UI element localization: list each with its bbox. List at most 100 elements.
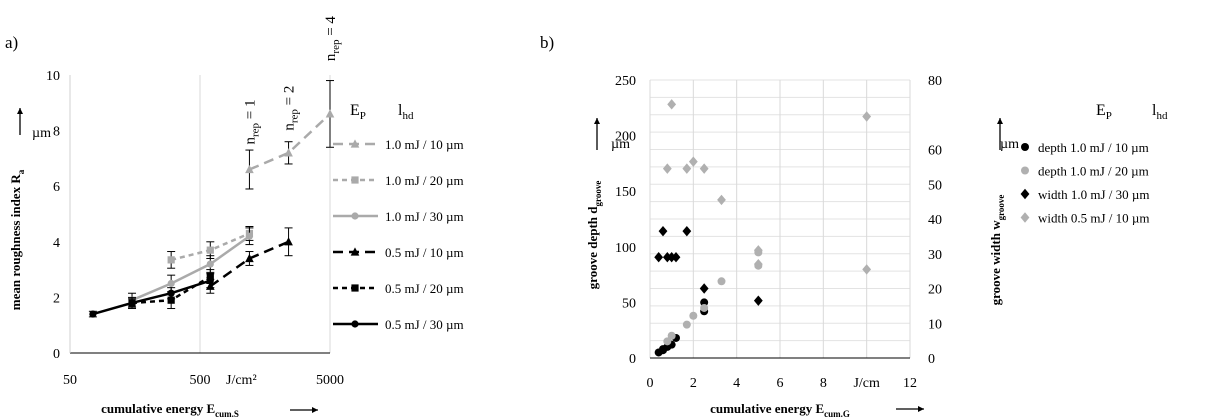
panel-a-xtick-label: 5000 <box>316 373 344 388</box>
panel-b-ylabel-arrow-head <box>594 118 600 124</box>
panel-a-legend-label: 1.0 mJ / 10 µm <box>385 137 464 152</box>
panel-a-series-line <box>248 113 331 171</box>
panel-b-xtick-label: 0 <box>647 376 654 391</box>
panel-b-xlabel-arrow-head <box>918 406 924 412</box>
panel-b-y2tick-label: 50 <box>928 178 942 193</box>
panel-a-xtick-label: 50 <box>63 373 77 388</box>
panel-b-xtick-label: 2 <box>690 376 697 391</box>
panel-b-legend-label: width 0.5 mJ / 10 µm <box>1038 211 1150 226</box>
panel-b-ylabel: groove depth dgroove <box>585 181 603 290</box>
panel-b-data-point <box>688 156 698 167</box>
panel-a-legend-marker <box>351 212 359 220</box>
panel-a-data-point <box>167 279 175 288</box>
panel-a-data-point <box>167 289 175 297</box>
panel-b-xlabel: cumulative energy Ecum.G <box>710 401 850 419</box>
panel-a-series-line <box>92 279 211 316</box>
panel-b-data-point <box>682 320 691 329</box>
panel-a-data-point <box>325 109 335 118</box>
panel-a-xtick-label: 500 <box>190 373 211 388</box>
panel-b-y-unit: µm <box>611 137 630 152</box>
panel-a-data-point <box>284 148 293 157</box>
panel-b-data-point <box>862 111 872 122</box>
panel-a-legend-marker <box>351 320 359 328</box>
panel-a-xlabel-arrow-head <box>312 407 318 413</box>
panel-a-data-point <box>167 296 175 304</box>
panel-b-xlabel-arrow <box>896 406 924 412</box>
panel-b-ytick-label: 250 <box>615 74 636 89</box>
panel-b-legend-label: depth 1.0 mJ / 10 µm <box>1038 140 1149 155</box>
panel-b-y2tick-label: 30 <box>928 248 942 263</box>
panel-a-xlabel-arrow <box>290 407 318 413</box>
panel-a-header-ep-sub: P <box>360 110 366 122</box>
panel-b-legend-label: depth 1.0 mJ / 20 µm <box>1038 164 1149 179</box>
panel-b-xtick-label: J/cm <box>853 376 880 391</box>
panel-b-ytick-label: 50 <box>622 296 636 311</box>
panel-b-data-point <box>862 264 872 275</box>
panel-b-data-point <box>753 245 763 256</box>
svg-text:EP: EP <box>1096 102 1112 122</box>
panel-b-header-lhd: l <box>1152 102 1157 119</box>
panel-a-legend-marker <box>351 176 359 184</box>
panel-a-ylabel: mean roughness index Ra <box>8 169 26 310</box>
panel-b-data-point <box>654 252 664 263</box>
panel-b-label: b) <box>540 33 554 52</box>
panel-b-legend-marker <box>1020 212 1030 223</box>
panel-a-ytick-label: 2 <box>53 291 60 306</box>
panel-a-data-point <box>206 260 214 268</box>
panel-a-data-point <box>167 256 175 264</box>
panel-b-data-point <box>671 252 681 263</box>
panel-a-legend-label: 0.5 mJ / 20 µm <box>385 281 464 296</box>
panel-b-y2tick-label: 10 <box>928 317 942 332</box>
panel-a-legend-marker <box>350 139 360 148</box>
panel-b-xtick-label: 6 <box>777 376 784 391</box>
panel-a-ytick-label: 6 <box>53 180 60 195</box>
panel-b-data-point <box>689 311 698 320</box>
panel-a-ytick-label: 4 <box>53 236 60 251</box>
panel-b-data-point <box>699 283 709 294</box>
panel-a-data-point <box>206 246 214 254</box>
panel-b-data-point <box>753 258 763 270</box>
panel-a-ytick-label: 8 <box>53 125 60 140</box>
panel-a-data-point <box>245 232 254 240</box>
panel-b-y2label: groove width wgroove <box>988 195 1006 306</box>
panel-b-data-point <box>700 298 709 307</box>
panel-b-header-ep: E <box>1096 102 1106 119</box>
panel-a-ylabel-arrow-head <box>17 108 23 114</box>
panel-b-y2label-arrow <box>997 118 1003 150</box>
panel-b-data-point <box>662 163 672 174</box>
panel-b-legend-label: width 1.0 mJ / 30 µm <box>1038 187 1150 202</box>
panel-b-data-point <box>682 225 692 237</box>
panel-a-series-line <box>131 235 251 302</box>
panel-a-legend-label: 1.0 mJ / 20 µm <box>385 173 464 188</box>
panel-b-y2tick-label: 80 <box>928 74 942 89</box>
svg-text:EP: EP <box>350 102 366 122</box>
panel-b-y2tick-label: 60 <box>928 144 942 159</box>
panel-b-legend-marker <box>1020 188 1030 200</box>
panel-a-legend-marker <box>351 284 359 292</box>
panel-b-header-lhd-sub: hd <box>1156 110 1168 122</box>
panel-b-xtick-label: 8 <box>820 376 827 391</box>
panel-b-y2tick-label: 0 <box>928 352 935 367</box>
panel-b-data-point <box>667 99 677 110</box>
svg-text:lhd: lhd <box>398 102 414 122</box>
panel-b-ytick-label: 200 <box>615 130 636 145</box>
panel-a-data-point <box>206 277 214 285</box>
panel-b-legend-marker <box>1021 166 1029 175</box>
panel-b-ytick-label: 100 <box>615 241 636 256</box>
panel-a-ylabel-arrow <box>17 108 23 135</box>
panel-b-data-point <box>658 225 668 237</box>
panel-a-label: a) <box>5 33 18 52</box>
panel-a-ytick-label: 0 <box>53 347 60 362</box>
panel-b-data-point <box>717 194 726 206</box>
panel-b-data-point <box>682 163 692 174</box>
panel-a-header-ep: E <box>350 102 360 119</box>
panel-b-data-point <box>700 303 709 312</box>
panel-a-data-point <box>128 299 136 307</box>
panel-b-ylabel-arrow <box>594 118 600 150</box>
panel-b-header-ep-sub: P <box>1106 110 1112 122</box>
svg-text:lhd: lhd <box>1152 102 1168 122</box>
panel-a-header-lhd-sub: hd <box>402 110 414 122</box>
panel-a-annotation-nrep: nrep = 4 <box>323 16 342 62</box>
panel-a-x-unit: J/cm² <box>226 373 257 388</box>
